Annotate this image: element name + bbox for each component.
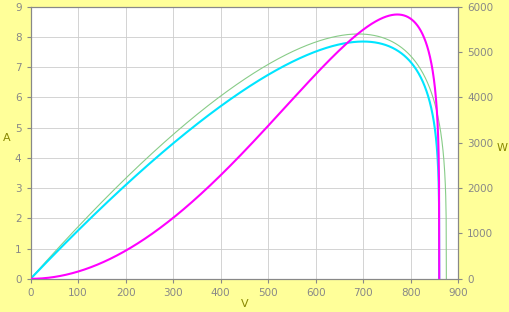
Y-axis label: A: A: [3, 133, 10, 143]
X-axis label: V: V: [240, 299, 248, 309]
Y-axis label: W: W: [495, 143, 506, 153]
